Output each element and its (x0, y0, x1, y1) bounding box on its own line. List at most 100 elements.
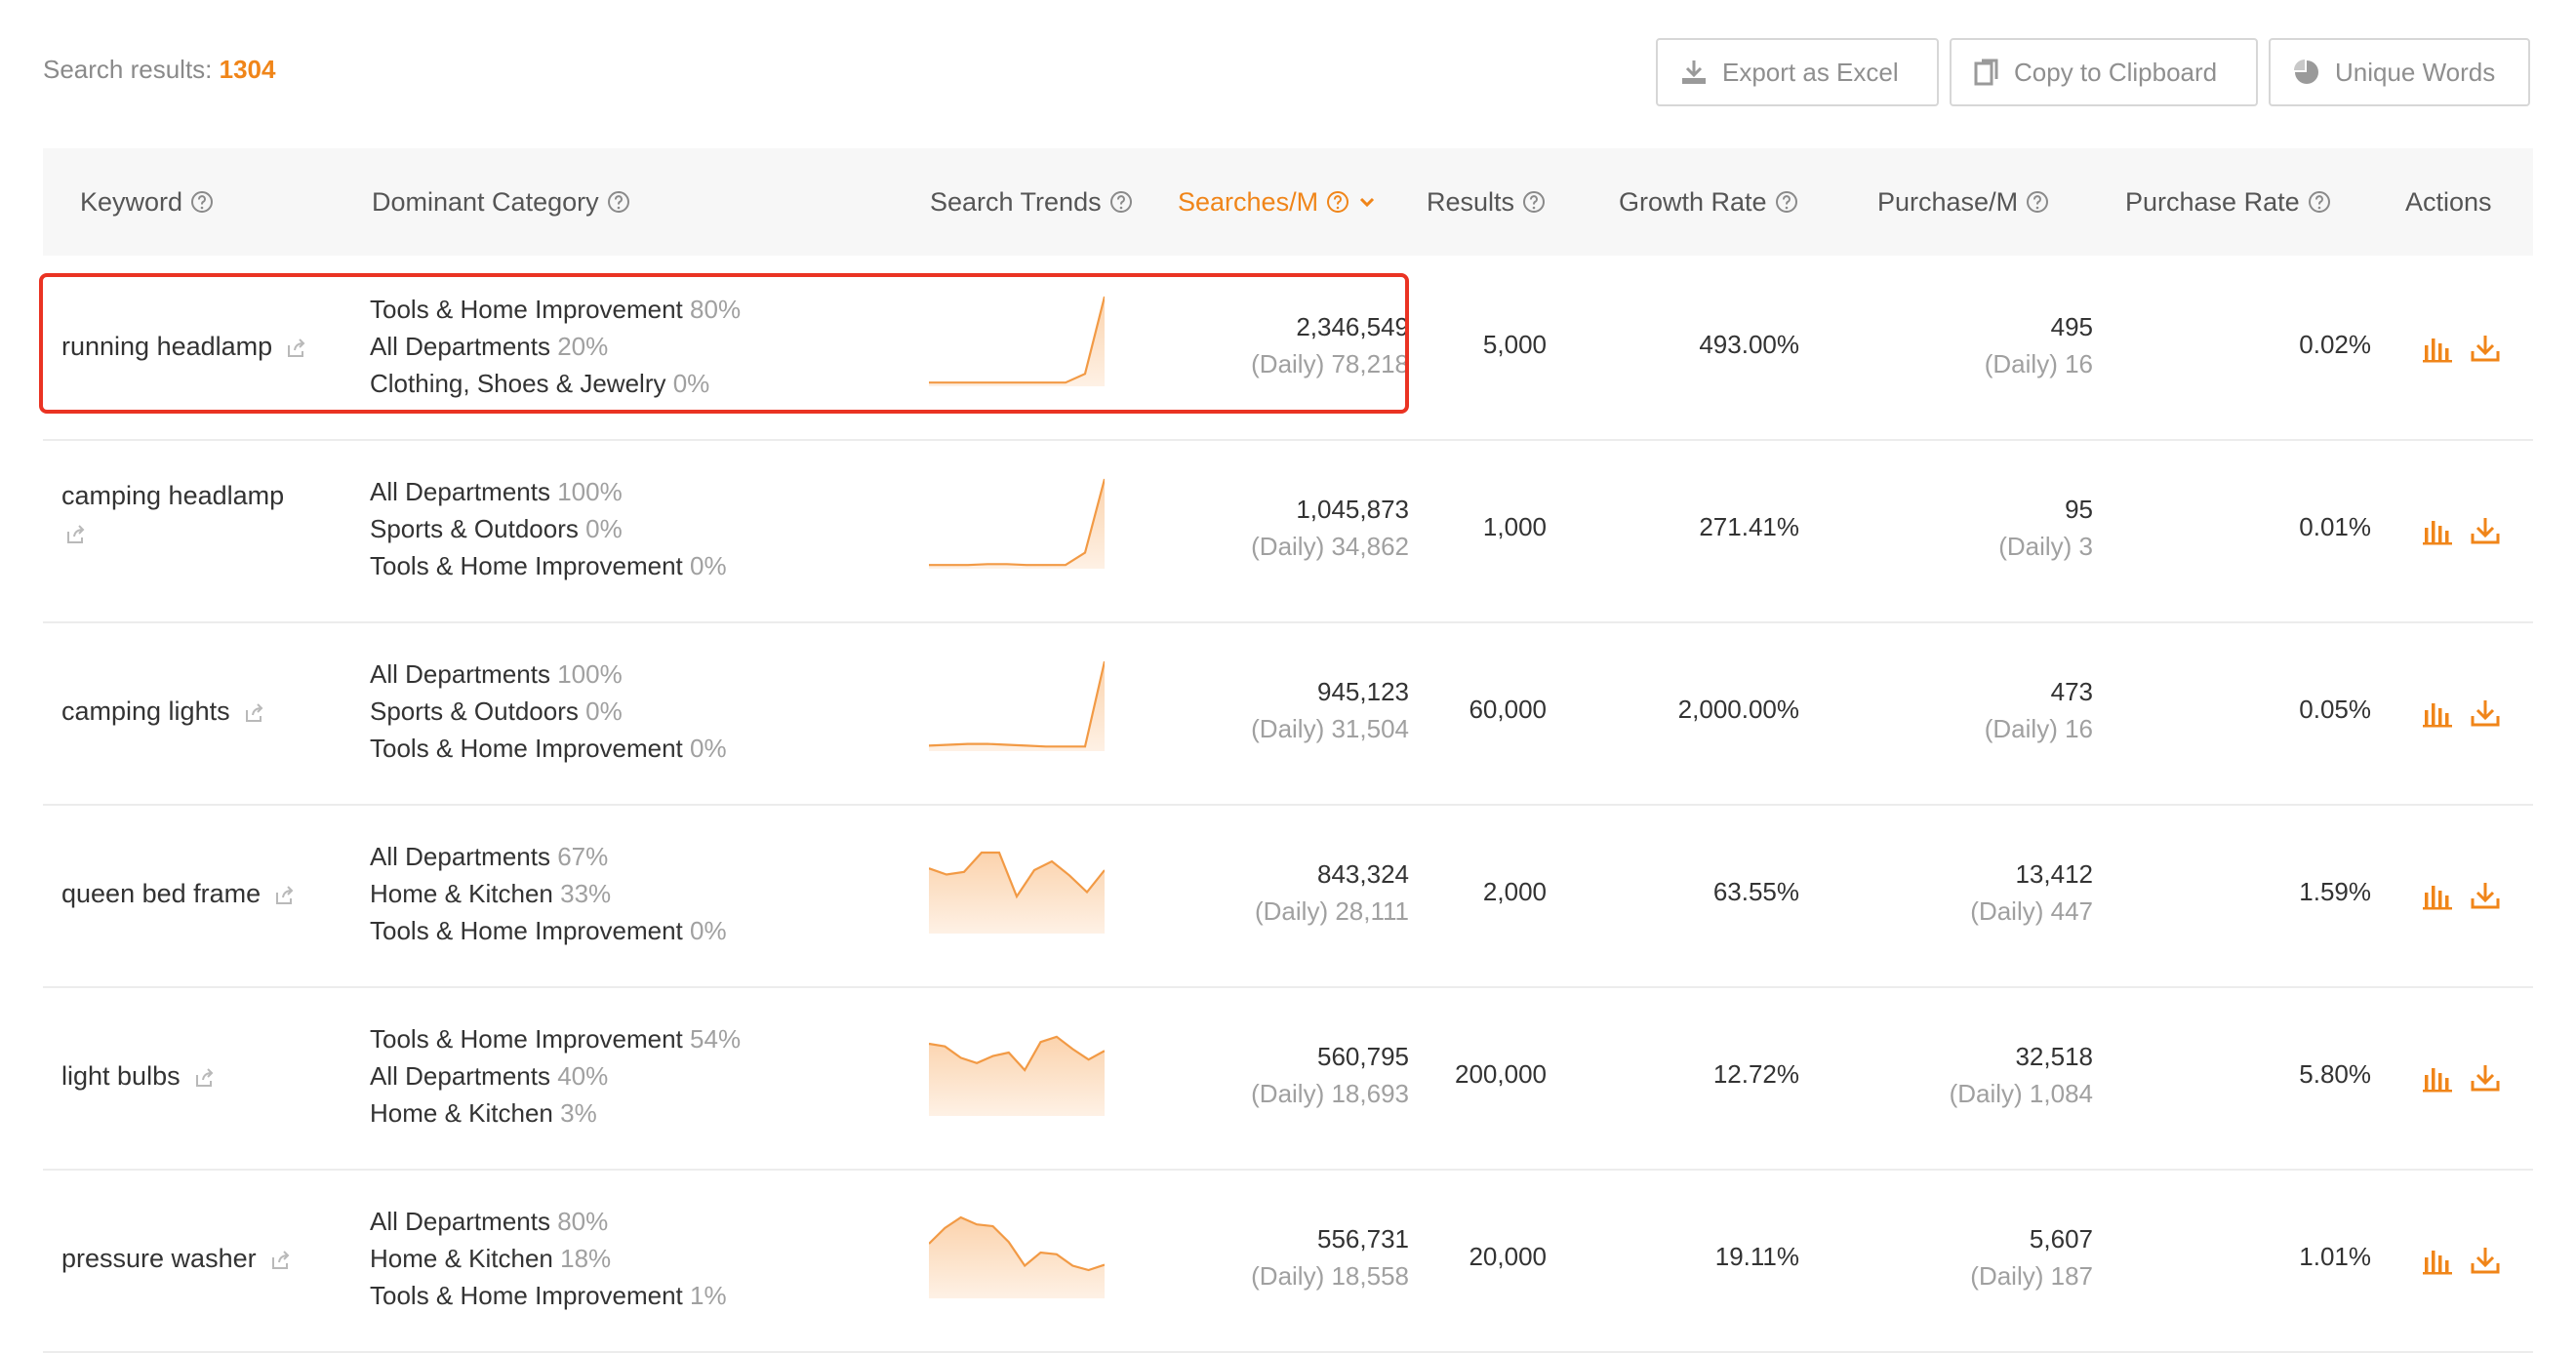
help-icon[interactable] (2026, 190, 2049, 214)
dominant-category-cell: All Departments 100% Sports & Outdoors 0%… (370, 656, 727, 767)
category-name: Tools & Home Improvement (370, 295, 683, 324)
keyword-link[interactable]: running headlamp (61, 332, 273, 361)
help-icon[interactable] (1522, 190, 1546, 214)
download-icon[interactable] (2470, 1063, 2501, 1093)
bar-chart-icon[interactable] (2423, 334, 2454, 363)
purchase-monthly: 32,518 (2015, 1042, 2093, 1071)
bar-chart-icon[interactable] (2423, 698, 2454, 728)
download-icon (1682, 60, 1706, 84)
share-link-icon[interactable] (194, 1067, 216, 1089)
keyword-link[interactable]: camping lights (61, 696, 230, 726)
purchase-cell: 13,412 (Daily) 447 (1970, 856, 2093, 930)
growth-rate-cell: 63.55% (1712, 877, 1799, 906)
searches-monthly: 843,324 (1317, 859, 1409, 889)
bar-chart-icon[interactable] (2423, 516, 2454, 545)
bar-chart-icon[interactable] (2423, 1063, 2454, 1093)
share-link-icon[interactable] (286, 338, 307, 359)
trend-line (929, 296, 1105, 384)
category-percent: 54% (690, 1024, 742, 1054)
help-icon[interactable] (607, 190, 630, 214)
download-icon[interactable] (2470, 334, 2501, 363)
row-actions (2423, 1170, 2501, 1351)
category-line: Tools & Home Improvement 0% (370, 912, 727, 949)
category-line: Tools & Home Improvement 1% (370, 1277, 727, 1314)
column-category[interactable]: Dominant Category (372, 148, 630, 256)
keyword-link[interactable]: camping headlamp (61, 481, 285, 510)
category-line: Home & Kitchen 3% (370, 1094, 741, 1132)
help-icon[interactable] (1326, 190, 1349, 214)
download-icon[interactable] (2470, 1246, 2501, 1275)
download-icon[interactable] (2470, 881, 2501, 910)
purchase-rate-cell: 0.05% (2299, 695, 2371, 724)
searches-monthly: 1,045,873 (1296, 495, 1409, 524)
category-name: Sports & Outdoors (370, 696, 579, 726)
searches-cell: 560,795 (Daily) 18,693 (1251, 1038, 1409, 1112)
bar-chart-icon[interactable] (2423, 881, 2454, 910)
results-cell: 20,000 (1469, 1242, 1547, 1271)
share-link-icon[interactable] (270, 1250, 292, 1271)
bar-chart-icon[interactable] (2423, 1246, 2454, 1275)
column-searches[interactable]: Searches/M (1178, 148, 1377, 256)
searches-cell: 843,324 (Daily) 28,111 (1255, 856, 1409, 930)
purchase-daily: (Daily) 3 (1998, 532, 2093, 561)
trend-line (929, 1035, 1105, 1072)
dominant-category-cell: All Departments 67% Home & Kitchen 33% Too… (370, 838, 727, 949)
download-icon[interactable] (2470, 698, 2501, 728)
searches-monthly: 556,731 (1317, 1224, 1409, 1254)
help-icon[interactable] (1109, 190, 1133, 214)
category-percent: 40% (557, 1061, 609, 1091)
keyword-cell: light bulbs (61, 1061, 216, 1092)
growth-rate-cell: 2,000.00% (1677, 695, 1799, 724)
help-icon[interactable] (190, 190, 214, 214)
help-icon[interactable] (2308, 190, 2331, 214)
growth-rate-cell: 271.41% (1699, 512, 1799, 541)
category-name: All Departments (370, 1207, 550, 1236)
table-header: Keyword Dominant Category Search Trends … (43, 148, 2533, 256)
searches-daily: (Daily) 78,218 (1251, 349, 1409, 378)
category-line: Tools & Home Improvement 0% (370, 547, 727, 584)
purchase-daily: (Daily) 16 (1984, 714, 2093, 743)
category-name: All Departments (370, 1061, 550, 1091)
export-excel-button[interactable]: Export as Excel (1656, 38, 1939, 106)
search-trend-sparkline (929, 296, 1105, 386)
column-purchase-rate-label: Purchase Rate (2125, 186, 2300, 217)
category-percent: 67% (557, 842, 609, 871)
column-purchase-label: Purchase/M (1877, 186, 2019, 217)
trend-area (929, 297, 1105, 386)
table-row: pressure washer All Departments 80% Home &… (43, 1170, 2533, 1353)
sort-desc-icon[interactable] (1357, 192, 1377, 212)
category-percent: 0% (690, 734, 727, 763)
keyword-cell: pressure washer (61, 1244, 292, 1274)
keyword-link[interactable]: pressure washer (61, 1244, 257, 1273)
download-icon[interactable] (2470, 516, 2501, 545)
category-line: Sports & Outdoors 0% (370, 693, 727, 730)
column-purchase-rate[interactable]: Purchase Rate (2125, 148, 2331, 256)
category-name: All Departments (370, 659, 550, 689)
category-percent: 1% (690, 1281, 727, 1310)
export-excel-label: Export as Excel (1722, 57, 1899, 87)
column-keyword[interactable]: Keyword (80, 148, 214, 256)
table-row: camping lights All Departments 100% Sports… (43, 622, 2533, 806)
category-line: All Departments 67% (370, 838, 727, 875)
row-actions (2423, 258, 2501, 439)
column-trends[interactable]: Search Trends (930, 148, 1133, 256)
share-link-icon[interactable] (274, 885, 296, 906)
dominant-category-cell: All Departments 80% Home & Kitchen 18% Too… (370, 1203, 727, 1314)
category-line: Clothing, Shoes & Jewelry 0% (370, 365, 741, 402)
column-growth[interactable]: Growth Rate (1619, 148, 1798, 256)
copy-clipboard-button[interactable]: Copy to Clipboard (1950, 38, 2258, 106)
category-name: All Departments (370, 477, 550, 506)
share-link-icon[interactable] (65, 524, 87, 545)
purchase-rate-cell: 1.59% (2299, 877, 2371, 906)
column-growth-label: Growth Rate (1619, 186, 1767, 217)
unique-words-button[interactable]: Unique Words (2269, 38, 2530, 106)
share-link-icon[interactable] (244, 702, 265, 724)
help-icon[interactable] (1775, 190, 1798, 214)
keyword-link[interactable]: queen bed frame (61, 879, 262, 908)
column-results[interactable]: Results (1427, 148, 1546, 256)
trend-area (929, 661, 1105, 751)
category-name: Tools & Home Improvement (370, 1024, 683, 1054)
column-purchase[interactable]: Purchase/M (1877, 148, 2049, 256)
column-keyword-label: Keyword (80, 186, 183, 217)
keyword-link[interactable]: light bulbs (61, 1061, 181, 1091)
